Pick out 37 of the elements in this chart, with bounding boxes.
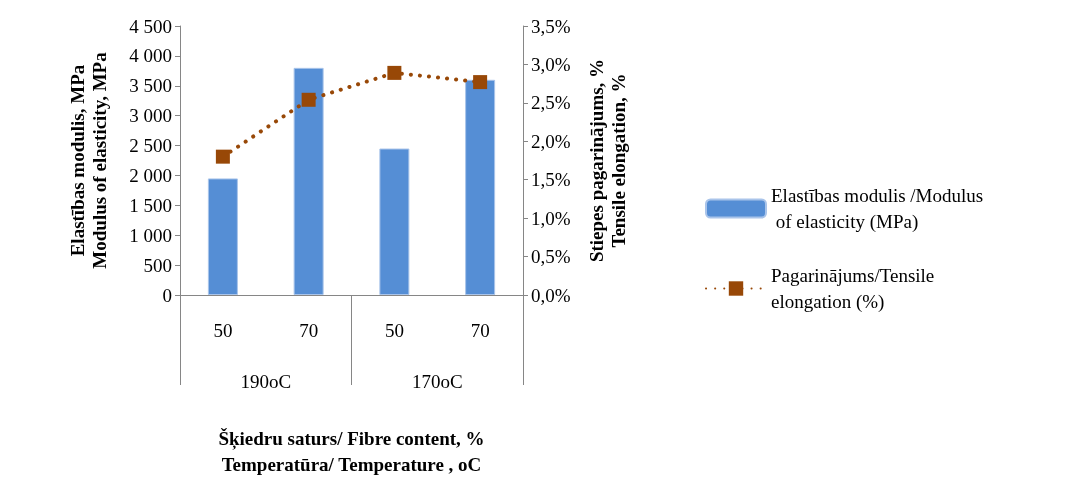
x-tick-label: 70 bbox=[299, 320, 319, 341]
bar bbox=[293, 67, 324, 295]
point bbox=[387, 65, 402, 80]
x-tick-label: 50 bbox=[213, 320, 233, 341]
y-tick-label: 1 000 bbox=[129, 224, 172, 246]
y-tick-label: 2 000 bbox=[129, 164, 172, 186]
bar bbox=[207, 178, 238, 295]
y-tick-label: 2 500 bbox=[129, 135, 172, 157]
y2-tick-label: 1,0% bbox=[531, 207, 571, 229]
y-tick-label: 0 bbox=[162, 284, 172, 306]
legend-label: Elastības modulis /Modulus of elasticity (MPa) bbox=[771, 185, 984, 233]
y-tick-label: 4 000 bbox=[129, 45, 172, 67]
x-tick-label: 50 bbox=[384, 320, 404, 341]
y2-tick-label: 0,5% bbox=[531, 246, 571, 268]
y-tick-label: 4 500 bbox=[129, 15, 172, 37]
y-axis-title: Elastības modulis, MPa Modulus of elasticity, MPa bbox=[66, 51, 110, 269]
text: 170oC bbox=[411, 371, 463, 392]
y2-tick-label: 2,5% bbox=[531, 92, 571, 114]
x-axis-title: Šķiedru saturs/ Fibre content, % Temperatūra/ Temperature , oC bbox=[218, 427, 485, 475]
y2-axis-title: Stiepes pagarinājums, % Tensile elongation, % bbox=[585, 58, 629, 263]
y2-tick-label: 1,5% bbox=[531, 169, 571, 191]
y-tick-label: 3 000 bbox=[129, 105, 172, 127]
x-tick-label: 70 bbox=[470, 320, 490, 341]
y-tick-label: 1 500 bbox=[129, 194, 172, 216]
bar bbox=[379, 148, 410, 295]
y2-tick-label: 3,0% bbox=[531, 53, 571, 75]
point bbox=[215, 149, 230, 164]
y-tick-label: 500 bbox=[143, 254, 172, 276]
text: 190oC bbox=[240, 371, 292, 392]
y2-tick-label: 0,0% bbox=[531, 284, 571, 306]
point bbox=[473, 75, 488, 90]
y-tick-label: 3 500 bbox=[129, 75, 172, 97]
bar bbox=[465, 79, 496, 295]
y2-tick-label: 3,5% bbox=[531, 15, 571, 37]
legend-label: Pagarinājums/Tensile elongation (%) bbox=[771, 265, 940, 313]
y2-tick-label: 2,0% bbox=[531, 130, 571, 152]
point bbox=[301, 92, 316, 107]
